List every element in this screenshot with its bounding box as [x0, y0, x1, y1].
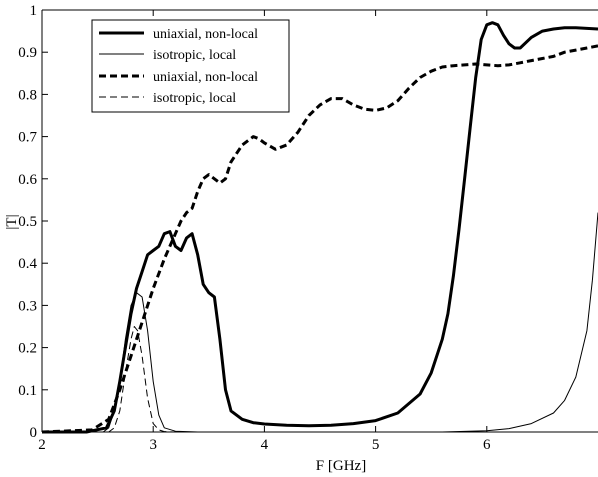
y-tick-label: 0.9 — [18, 45, 37, 61]
y-tick-label: 0.2 — [18, 341, 37, 357]
x-tick-label: 3 — [149, 437, 157, 453]
x-tick-label: 4 — [261, 437, 269, 453]
y-tick-label: 0.3 — [18, 298, 37, 314]
legend-label-0: uniaxial, non-local — [153, 27, 258, 42]
x-axis-label: F [GHz] — [316, 458, 366, 474]
y-tick-label: 0.1 — [18, 383, 37, 399]
series-line-0 — [42, 21, 598, 434]
y-tick-label: 0.5 — [18, 214, 37, 230]
axis-ticks: 2 3 4 5 6 0 0.1 0.2 0.3 0.4 0.5 0.6 0.7 0.8 0.9 1 — [18, 3, 491, 453]
y-tick-label: 0.7 — [18, 130, 37, 146]
legend: uniaxial, non-local isotropic, local uni… — [91, 19, 290, 113]
x-tick-label: 5 — [372, 437, 380, 453]
y-tick-label: 0 — [30, 425, 38, 441]
series-line-1 — [42, 212, 598, 433]
legend-label-3: isotropic, local — [153, 91, 236, 106]
y-tick-label: 1 — [30, 3, 38, 19]
series-line-2 — [41, 44, 598, 434]
x-tick-label: 6 — [483, 437, 491, 453]
x-tick-label: 2 — [38, 437, 46, 453]
legend-label-1: isotropic, local — [153, 48, 236, 63]
y-axis-label: |T| — [4, 214, 20, 229]
series-lines — [41, 21, 598, 434]
legend-label-2: uniaxial, non-local — [153, 70, 258, 85]
series-line-3 — [42, 326, 176, 433]
y-tick-label: 0.6 — [18, 172, 37, 188]
y-tick-label: 0.4 — [18, 256, 37, 272]
y-tick-label: 0.8 — [18, 87, 37, 103]
